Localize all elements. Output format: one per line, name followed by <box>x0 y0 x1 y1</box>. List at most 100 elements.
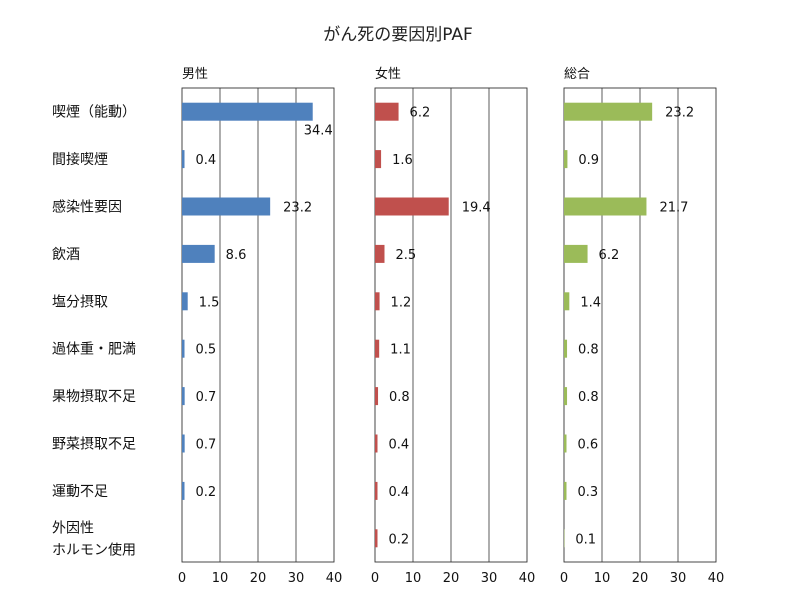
x-tick-label: 0 <box>560 571 568 586</box>
x-tick-label: 10 <box>594 571 611 586</box>
data-label: 1.6 <box>392 153 413 168</box>
category-label: 塩分摂取 <box>52 294 108 310</box>
category-label-line: 運動不足 <box>52 484 108 500</box>
category-label-line: 過体重・肥満 <box>52 342 136 358</box>
category-label: 過体重・肥満 <box>52 342 136 358</box>
bar <box>375 434 378 453</box>
category-label: 果物摂取不足 <box>52 389 136 405</box>
panel-frame <box>374 87 528 563</box>
data-label: 0.7 <box>196 390 217 405</box>
x-tick-label: 30 <box>670 571 687 586</box>
data-label: 34.4 <box>304 124 333 139</box>
data-label: 0.4 <box>389 438 410 453</box>
category-label-line: 野菜摂取不足 <box>52 437 136 453</box>
bar <box>182 197 271 216</box>
data-label: 21.7 <box>659 201 688 216</box>
data-label: 0.2 <box>196 485 217 500</box>
data-label: 1.4 <box>580 295 601 310</box>
data-label: 0.1 <box>575 532 596 547</box>
data-label: 0.4 <box>196 153 217 168</box>
x-tick-label: 20 <box>443 571 460 586</box>
bar <box>375 102 399 121</box>
data-label: 0.4 <box>389 485 410 500</box>
x-tick-label: 20 <box>250 571 267 586</box>
bar <box>564 387 568 406</box>
data-label: 0.8 <box>578 343 599 358</box>
data-label: 0.5 <box>196 343 217 358</box>
category-label-line: 果物摂取不足 <box>52 389 136 405</box>
category-label: 外因性ホルモン使用 <box>52 520 136 558</box>
bar <box>564 434 567 453</box>
chart-title: がん死の要因別PAF <box>323 25 473 45</box>
bar <box>182 339 185 358</box>
panels: 男性 0 10 20 30 40 34.4 0.4 23.2 8.6 1.5 0.5 0.7 0.7 0.2… <box>178 66 724 586</box>
data-label: 8.6 <box>226 248 247 263</box>
data-label: 23.2 <box>665 106 694 121</box>
bar <box>182 481 185 500</box>
data-label: 0.8 <box>389 390 410 405</box>
data-label: 0.9 <box>578 153 599 168</box>
category-label: 喫煙（能動） <box>52 105 136 121</box>
bar <box>375 150 382 169</box>
data-label: 0.2 <box>389 532 410 547</box>
bar <box>375 244 385 263</box>
panel-title: 女性 <box>375 66 401 82</box>
bar <box>182 434 185 453</box>
panel-title: 総合 <box>564 67 590 82</box>
category-label-line: 塩分摂取 <box>52 294 108 310</box>
bar <box>182 150 185 169</box>
bar <box>375 197 449 216</box>
data-label: 0.6 <box>578 438 599 453</box>
category-label-line: 飲酒 <box>52 247 80 263</box>
data-label: 0.3 <box>578 485 599 500</box>
category-label-line: 感染性要因 <box>52 199 122 216</box>
bar <box>564 102 653 121</box>
x-tick-label: 10 <box>212 571 229 586</box>
panel-2: 女性 0 10 20 30 40 6.2 1.6 19.4 2.5 1.2 1.1 0.8 0.4 0.4 0… <box>371 66 535 586</box>
bar <box>375 387 379 406</box>
bar <box>564 244 588 263</box>
bar <box>564 481 567 500</box>
category-label: 野菜摂取不足 <box>52 437 136 453</box>
x-tick-label: 30 <box>481 571 498 586</box>
x-tick-label: 20 <box>632 571 649 586</box>
data-label: 2.5 <box>396 248 417 263</box>
bar <box>182 292 188 311</box>
bar <box>182 244 215 263</box>
category-label-line: 喫煙（能動） <box>52 105 136 121</box>
category-label: 感染性要因 <box>52 199 122 216</box>
bar <box>375 481 378 500</box>
x-tick-label: 0 <box>371 571 379 586</box>
bar <box>564 150 568 169</box>
bar <box>182 387 185 406</box>
data-label: 0.7 <box>196 438 217 453</box>
category-labels: 喫煙（能動） 間接喫煙感染性要因飲酒塩分摂取過体重・肥満果物摂取不足野菜摂取不足運… <box>52 105 136 559</box>
category-label-line: ホルモン使用 <box>52 541 136 558</box>
data-label: 1.1 <box>390 343 411 358</box>
x-tick-label: 10 <box>405 571 422 586</box>
data-label: 19.4 <box>462 201 491 216</box>
category-label: 飲酒 <box>52 247 80 263</box>
data-label: 0.8 <box>578 390 599 405</box>
bar <box>375 339 380 358</box>
data-label: 6.2 <box>599 248 620 263</box>
panel-title: 男性 <box>182 67 208 82</box>
category-label-line: 外因性 <box>52 520 94 536</box>
category-label: 間接喫煙 <box>52 151 108 168</box>
x-tick-label: 0 <box>178 571 186 586</box>
bar <box>564 197 647 216</box>
data-label: 23.2 <box>283 201 312 216</box>
x-tick-label: 40 <box>708 571 725 586</box>
data-label: 1.5 <box>199 295 220 310</box>
panel-3: 総合 0 10 20 30 40 23.2 0.9 21.7 6.2 1.4 0.8 0.8 0.6 0.3… <box>560 67 724 586</box>
category-label-line: 間接喫煙 <box>52 151 108 168</box>
x-tick-label: 40 <box>519 571 536 586</box>
bar <box>375 292 380 311</box>
data-label: 1.2 <box>391 295 412 310</box>
panel-1: 男性 0 10 20 30 40 34.4 0.4 23.2 8.6 1.5 0.5 0.7 0.7 0.2 <box>178 67 342 586</box>
bar <box>375 529 378 548</box>
panel-frame <box>563 87 717 563</box>
bar <box>564 292 570 311</box>
x-tick-label: 40 <box>326 571 343 586</box>
